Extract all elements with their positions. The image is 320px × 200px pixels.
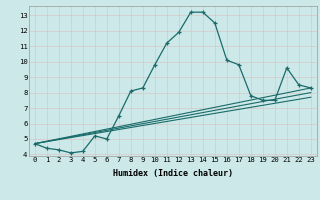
X-axis label: Humidex (Indice chaleur): Humidex (Indice chaleur) (113, 169, 233, 178)
